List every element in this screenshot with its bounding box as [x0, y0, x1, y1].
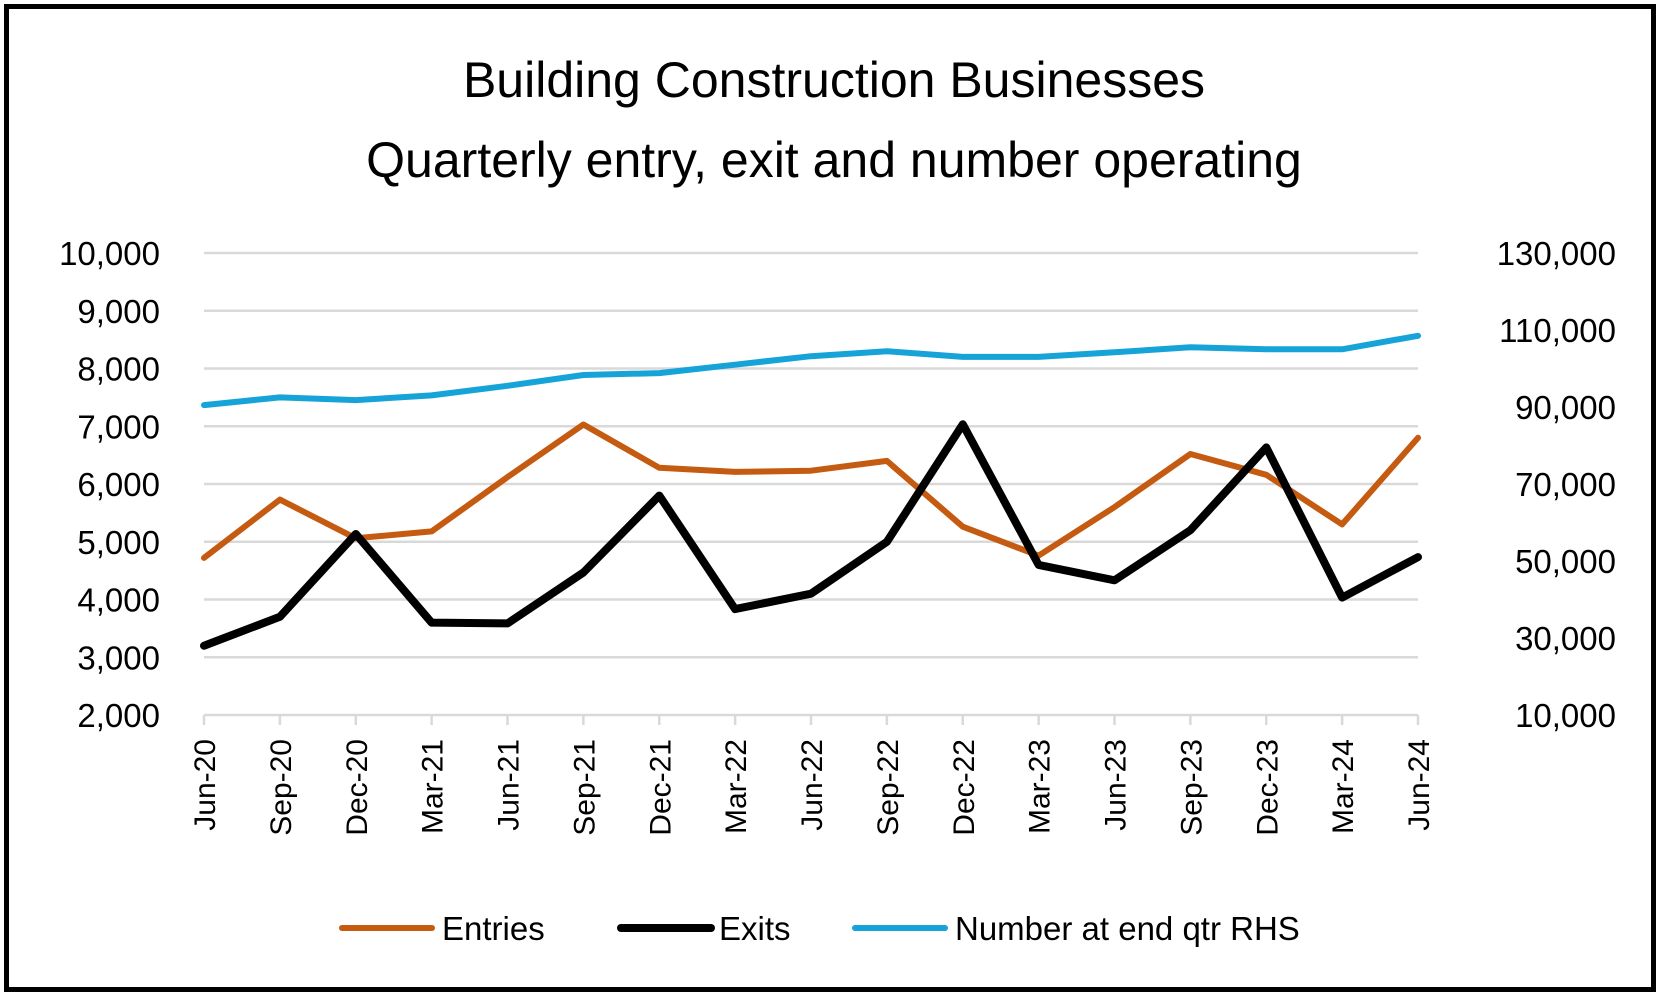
right-axis: 10,000 30,000 50,000 70,000 90,000 110,000 130…	[1497, 235, 1616, 734]
left-axis: 2,000 3,000 4,000 5,000 6,000 7,000 8,000 9,000…	[59, 235, 160, 734]
right-tick-label: 30,000	[1515, 620, 1616, 657]
x-tick-label: Mar-22	[720, 739, 753, 834]
x-tick-label: Mar-24	[1327, 739, 1360, 834]
right-tick-label: 130,000	[1497, 235, 1616, 272]
left-tick-label: 8,000	[77, 351, 160, 388]
x-tick-label: Jun-24	[1403, 739, 1436, 831]
series-line-entries	[201, 421, 1421, 561]
right-tick-label: 90,000	[1515, 389, 1616, 426]
x-tick-label: Mar-21	[417, 739, 450, 834]
x-axis: Jun-20 Sep-20 Dec-20 Mar-21 Jun-21 Sep-21 Dec-…	[189, 715, 1436, 836]
legend-label: Number at end qtr RHS	[955, 910, 1300, 947]
x-tick-label: Sep-22	[872, 739, 905, 836]
right-tick-label: 50,000	[1515, 543, 1616, 580]
x-tick-label: Dec-21	[644, 739, 677, 836]
x-tick-label: Sep-23	[1175, 739, 1208, 836]
x-tick-label: Jun-21	[493, 739, 526, 831]
x-tick-label: Dec-23	[1251, 739, 1284, 836]
left-tick-label: 4,000	[77, 582, 160, 619]
x-tick-label: Mar-23	[1024, 739, 1057, 834]
legend-label: Entries	[442, 910, 545, 947]
legend-label: Exits	[719, 910, 791, 947]
gridlines	[204, 251, 1418, 717]
series-line-number-at-end-qtr-rhs	[201, 332, 1421, 409]
left-tick-label: 7,000	[77, 408, 160, 445]
right-tick-label: 10,000	[1515, 697, 1616, 734]
x-tick-label: Sep-21	[568, 739, 601, 836]
left-tick-label: 2,000	[77, 697, 160, 734]
x-tick-label: Jun-22	[796, 739, 829, 831]
x-tick-label: Dec-20	[341, 739, 374, 836]
left-tick-label: 3,000	[77, 639, 160, 676]
x-tick-label: Sep-20	[265, 739, 298, 836]
legend: Entries Exits Number at end qtr RHS	[339, 910, 1300, 947]
chart-title: Building Construction Businesses	[463, 52, 1205, 108]
left-tick-label: 5,000	[77, 524, 160, 561]
left-tick-label: 6,000	[77, 466, 160, 503]
left-tick-label: 10,000	[59, 235, 160, 272]
series-line-exits	[200, 420, 1422, 650]
x-tick-label: Jun-20	[189, 739, 222, 831]
series-lines	[200, 332, 1422, 650]
right-tick-label: 110,000	[1499, 312, 1616, 349]
chart-subtitle: Quarterly entry, exit and number operati…	[366, 132, 1302, 188]
left-tick-label: 9,000	[77, 293, 160, 330]
right-tick-label: 70,000	[1515, 466, 1616, 503]
x-tick-label: Dec-22	[948, 739, 981, 836]
x-tick-label: Jun-23	[1100, 739, 1133, 831]
